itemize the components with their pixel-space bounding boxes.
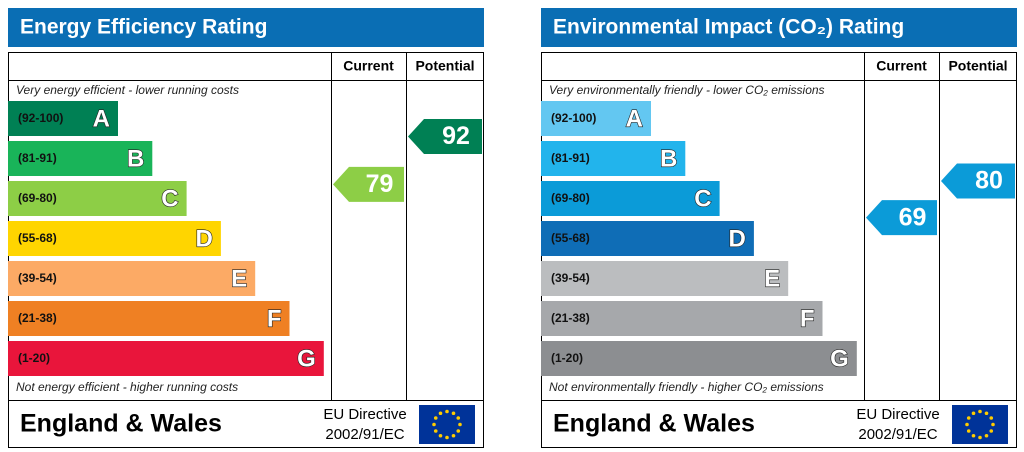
band-range: (1-20) [18,351,50,365]
directive: EU Directive [323,406,406,423]
potential-arrow [408,119,482,155]
band-range: (69-80) [18,191,57,205]
directive: EU Directive [856,406,939,423]
band [8,221,221,256]
band [541,341,857,376]
band-letter: G [297,345,316,372]
band [541,101,651,136]
band-range: (81-91) [551,151,590,165]
band-letter: E [764,265,780,292]
flag-star [445,435,449,440]
band-letter: F [267,305,282,332]
band-range: (39-54) [551,271,590,285]
directive: 2002/91/EC [858,426,937,443]
flag-star [989,429,994,433]
band-letter: A [93,105,110,132]
band-range: (92-100) [18,111,63,125]
band-letter: D [729,225,746,252]
flag-star [445,409,449,414]
top-note: Very environmentally friendly - lower CO… [549,83,825,97]
band [541,141,686,176]
band-range: (21-38) [551,311,590,325]
flag-star [438,433,443,438]
band [8,261,256,296]
potential-header: Potential [415,58,474,74]
flag-star [991,422,995,427]
band-range: (92-100) [551,111,596,125]
eu-flag [952,405,1008,444]
eu-flag [419,405,475,444]
flag-star [456,429,461,433]
flag-star [966,429,971,433]
bottom-note: Not environmentally friendly - higher CO… [549,380,824,394]
flag-star [965,422,969,427]
flag-star [438,411,443,416]
band [541,301,823,336]
region: England & Wales [553,410,755,438]
title-bar [541,8,1017,47]
band-range: (81-91) [18,151,57,165]
flag-star [432,422,436,427]
flag-star [989,416,994,420]
flag-star [984,411,989,416]
flag-star [984,433,989,438]
band-letter: G [830,345,849,372]
flag-star [458,422,462,427]
panel-title: Energy Efficiency Rating [20,16,267,39]
directive: 2002/91/EC [325,426,404,443]
title-bar [8,8,484,47]
panel-title: Environmental Impact (CO₂) Rating [553,16,904,39]
band-letter: F [800,305,815,332]
band-range: (1-20) [551,351,583,365]
band [8,301,290,336]
flag-star [971,411,976,416]
current-header: Current [343,58,394,74]
epc-panel: Environmental Impact (CO₂) Rating Current… [541,8,1017,448]
potential-value: 92 [442,122,470,150]
current-arrow [866,200,937,236]
band-range: (55-68) [18,231,57,245]
band-range: (69-80) [551,191,590,205]
band [8,341,324,376]
current-header: Current [876,58,927,74]
top-note: Very energy efficient - lower running co… [16,83,239,97]
band-range: (39-54) [18,271,57,285]
potential-header: Potential [948,58,1007,74]
band-letter: B [127,145,144,172]
band [8,101,118,136]
flag-star [456,416,461,420]
potential-arrow [941,163,1015,199]
band [8,141,153,176]
flag-star [433,429,438,433]
potential-value: 80 [975,167,1003,195]
epc-panel: Energy Efficiency Rating Current Potential… [8,8,484,448]
flag-star [978,409,982,414]
current-value: 79 [366,170,394,198]
band-letter: C [161,185,178,212]
flag-star [978,435,982,440]
current-value: 69 [899,203,927,231]
band-letter: B [660,145,677,172]
flag-star [966,416,971,420]
band-range: (55-68) [551,231,590,245]
band-range: (21-38) [18,311,57,325]
region: England & Wales [20,410,222,438]
band [541,261,789,296]
band [8,181,187,216]
flag-star [451,433,456,438]
flag-star [451,411,456,416]
band-letter: A [626,105,643,132]
current-arrow [333,166,404,202]
band [541,181,720,216]
band [541,221,754,256]
band-letter: C [694,185,711,212]
band-letter: D [196,225,213,252]
flag-star [433,416,438,420]
flag-star [971,433,976,438]
band-letter: E [231,265,247,292]
bottom-note: Not energy efficient - higher running co… [16,380,238,394]
